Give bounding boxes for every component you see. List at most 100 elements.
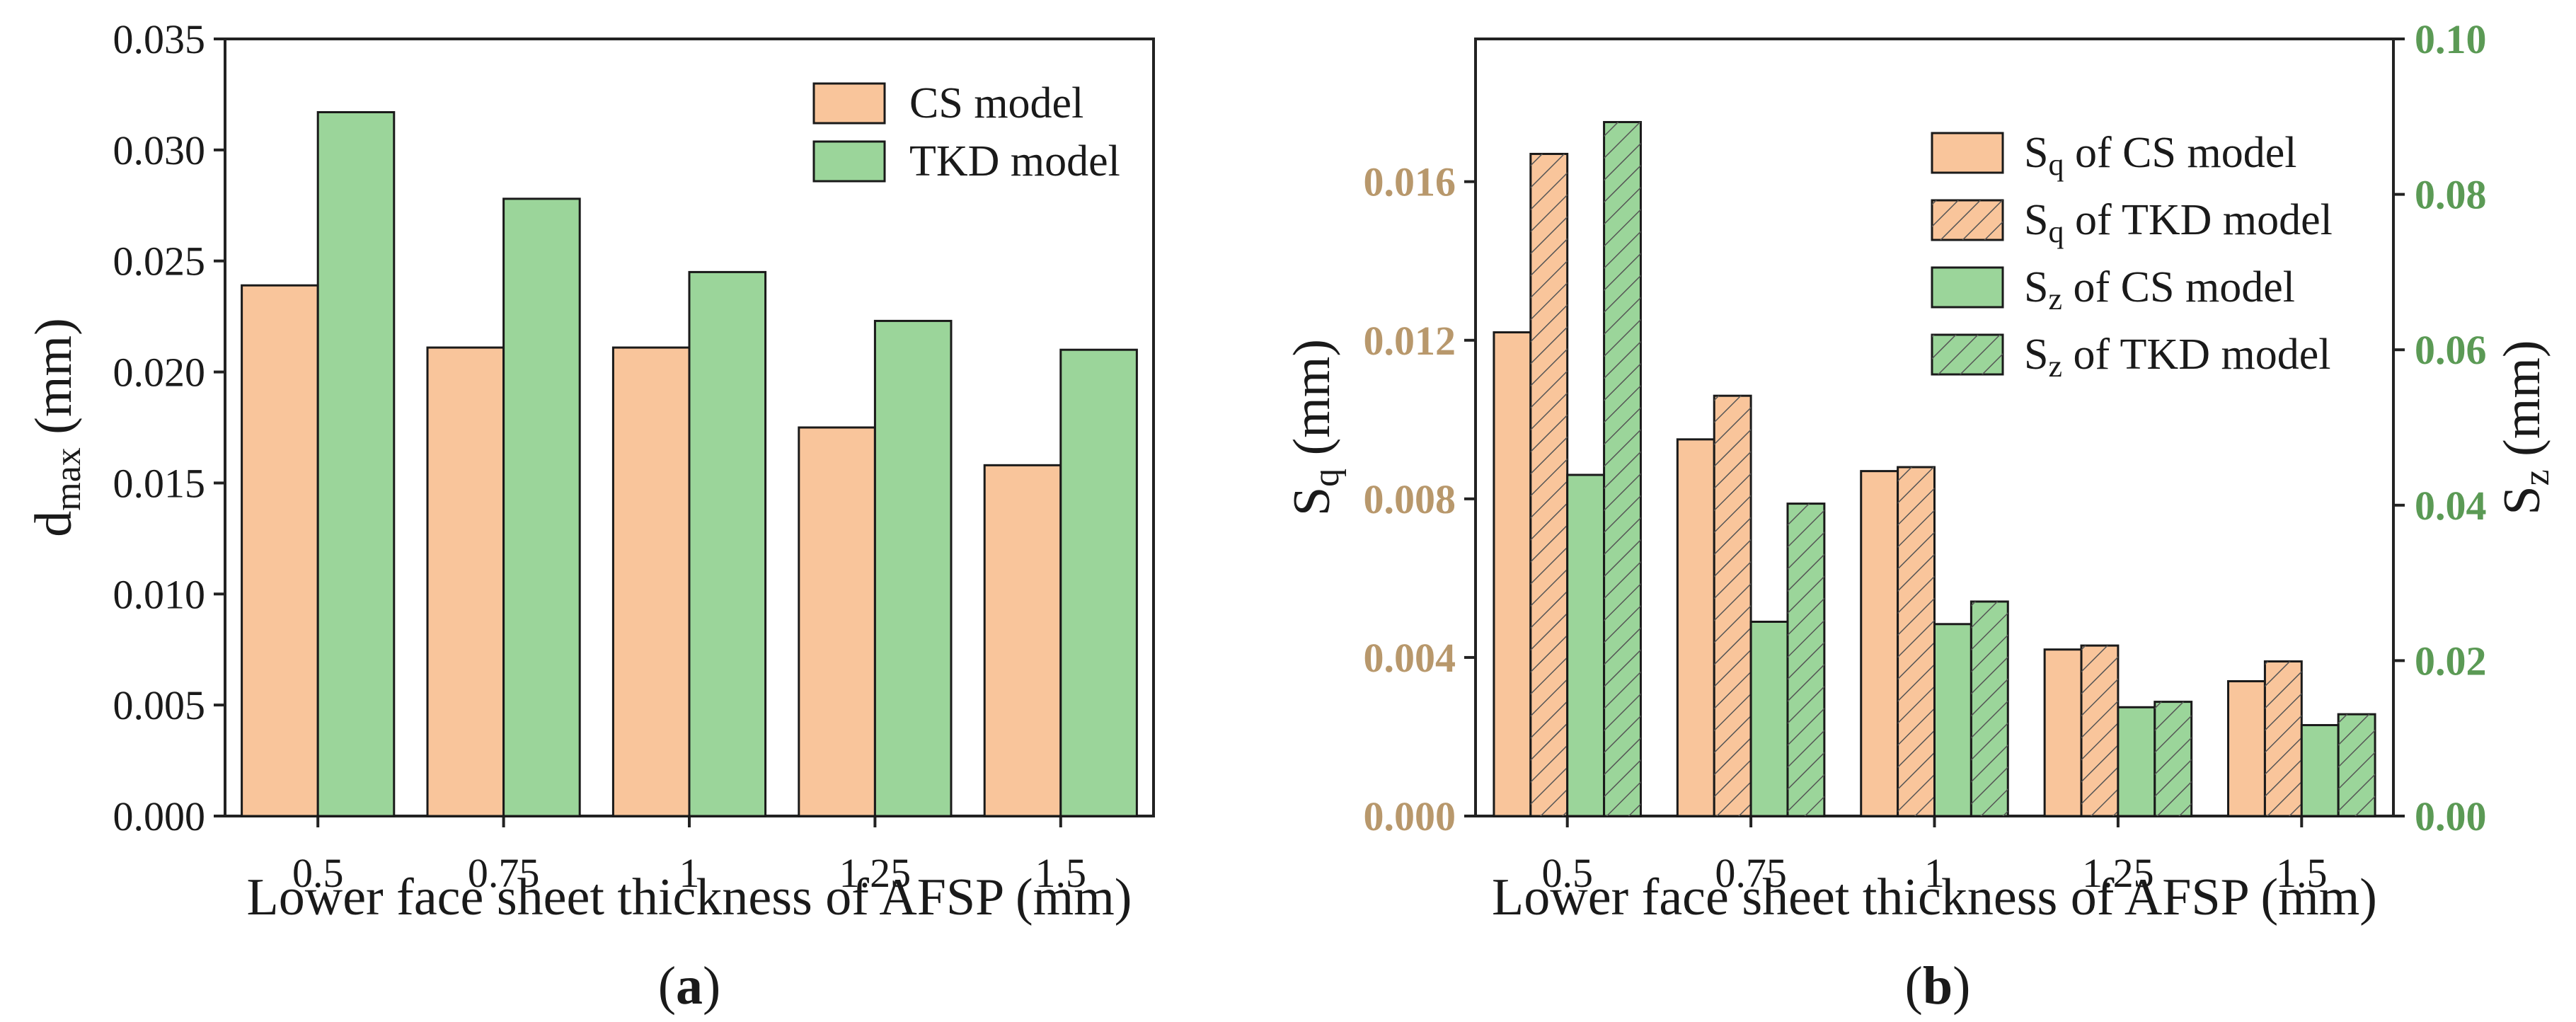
y-tick-label-right-b: 0.02 xyxy=(2415,638,2487,684)
bar-sz-cs-model xyxy=(2117,706,2156,817)
panel-label-a: (a) xyxy=(658,956,721,1016)
bar-sq-tkd-model-hatch xyxy=(2265,661,2302,816)
y-axis-title-left-b: Sq (mm) xyxy=(1283,339,1347,516)
legend-label-subscript: z xyxy=(2048,282,2062,316)
bar-cs-model xyxy=(798,426,876,817)
y-axis-title-base: d xyxy=(25,511,83,537)
legend-label-rest: of CS model xyxy=(2062,263,2295,311)
y-axis-title-base: S xyxy=(1283,487,1341,516)
x-tick-label-b: 0.5 xyxy=(1541,850,1593,896)
legend-swatch-b xyxy=(1931,266,2004,309)
bar-sq-tkd-model-hatch xyxy=(1897,467,1935,816)
y-tick-label-right-b: 0.04 xyxy=(2415,483,2487,529)
bar-tkd-model xyxy=(688,270,767,817)
x-axis-title-b: Lower face sheet thickness of AFSP (mm) xyxy=(1492,868,2377,926)
legend-label-subscript: q xyxy=(2048,214,2064,249)
panel-label-close: ) xyxy=(703,956,720,1016)
x-tick-label-b: 1.5 xyxy=(2276,850,2328,896)
legend-label-b: Sz of TKD model xyxy=(2024,331,2330,384)
panel-label-letter: a xyxy=(676,956,703,1016)
bar-sz-cs-model xyxy=(1933,623,1972,817)
bar-sq-tkd-model-hatch xyxy=(2081,645,2118,816)
y-tick-label-right-b: 0.10 xyxy=(2415,16,2487,62)
bar-tkd-model xyxy=(502,197,581,817)
bar-cs-model xyxy=(611,346,691,817)
y-axis-title-base: S xyxy=(2493,486,2551,515)
panel-label-open: ( xyxy=(658,956,676,1016)
x-axis-title-a: Lower face sheet thickness of AFSP (mm) xyxy=(247,868,1132,926)
panel-label-letter: b xyxy=(1923,956,1953,1016)
bar-cs-model xyxy=(426,346,505,817)
bar-sz-cs-model xyxy=(1749,621,1789,817)
y-axis-title-a: dmax (mm) xyxy=(25,318,88,536)
legend-label-base: S xyxy=(2024,331,2048,379)
y-tick-label-a: 0.030 xyxy=(113,127,206,173)
y-tick-label-a: 0.025 xyxy=(113,239,206,285)
bar-sz-tkd-model-hatch xyxy=(1604,122,1641,817)
bar-tkd-model xyxy=(873,319,953,817)
bar-sq-cs-model xyxy=(1676,438,1715,817)
bar-tkd-model xyxy=(316,111,396,817)
x-tick-label-a: 1.25 xyxy=(839,850,912,896)
panel-label-close: ) xyxy=(1953,956,1970,1016)
y-axis-title-subscript: q xyxy=(1306,469,1347,487)
y-tick-label-right-b: 0.00 xyxy=(2415,793,2487,839)
panel-label-b: (b) xyxy=(1905,956,1971,1016)
bar-sq-cs-model xyxy=(2043,648,2083,817)
y-axis-title-subscript: z xyxy=(2517,469,2557,486)
legend-label-rest: of TKD model xyxy=(2062,331,2330,379)
y-axis-title-unit: (mm) xyxy=(2493,340,2551,469)
y-tick-label-a: 0.000 xyxy=(113,793,206,839)
chart-panel-b: 0.5 0.75 1 1.25 1.5 0.000 0.004 0.008 0.012 0.016… xyxy=(1283,16,2557,1016)
bar-sq-cs-model xyxy=(2227,680,2266,817)
legend-label-base: S xyxy=(2024,263,2048,311)
legend-label-subscript: q xyxy=(2048,147,2064,182)
bar-sz-tkd-model-hatch xyxy=(2338,714,2376,816)
y-tick-label-left-b: 0.012 xyxy=(1364,318,1456,364)
y-tick-label-a: 0.010 xyxy=(113,571,206,617)
x-tick-label-a: 0.75 xyxy=(468,850,540,896)
legend-label-b: Sz of CS model xyxy=(2024,263,2295,316)
legend-swatch-hatch-b xyxy=(1932,200,2003,240)
y-tick-label-right-b: 0.06 xyxy=(2415,327,2487,373)
bar-sz-tkd-model-hatch xyxy=(1971,601,2008,816)
x-tick-label-b: 1 xyxy=(1924,850,1945,896)
y-axis-title-right-b: Sz (mm) xyxy=(2493,340,2557,515)
y-tick-label-left-b: 0.000 xyxy=(1364,793,1456,839)
bar-sz-cs-model xyxy=(2300,724,2340,817)
legend-label-a: CS model xyxy=(909,79,1083,127)
bar-sz-tkd-model-hatch xyxy=(2154,701,2192,816)
y-axis-title-unit: (mm) xyxy=(25,318,83,447)
legend-swatch-a xyxy=(812,82,886,125)
legend-label-a: TKD model xyxy=(909,137,1120,185)
legend-swatch-b xyxy=(1931,132,2004,174)
bar-sq-tkd-model-hatch xyxy=(1530,154,1568,817)
bar-tkd-model xyxy=(1059,348,1138,817)
y-tick-label-left-b: 0.008 xyxy=(1364,476,1456,522)
x-tick-label-b: 1.25 xyxy=(2082,850,2154,896)
legend-label-rest: of CS model xyxy=(2064,129,2296,177)
bar-sq-cs-model xyxy=(1493,331,1532,817)
legend-swatch-a xyxy=(812,140,886,183)
legend-label-base: S xyxy=(2024,129,2048,177)
x-tick-label-a: 1 xyxy=(679,850,700,896)
y-tick-label-right-b: 0.08 xyxy=(2415,172,2487,218)
y-tick-label-a: 0.005 xyxy=(113,682,206,728)
bar-cs-model xyxy=(241,284,319,817)
y-axis-title-unit: (mm) xyxy=(1283,339,1341,469)
bar-cs-model xyxy=(983,464,1062,817)
legend-label-b: Sq of CS model xyxy=(2024,129,2296,182)
legend-label-rest: of TKD model xyxy=(2064,196,2332,244)
bar-sq-tkd-model-hatch xyxy=(1714,396,1752,816)
chart-panel-a: 0.5 0.75 1 1.25 1.5 0.000 0.005 0.010 0.015 0.020… xyxy=(25,16,1155,1016)
bar-sz-tkd-model-hatch xyxy=(1787,503,1824,816)
y-tick-label-a: 0.020 xyxy=(113,350,206,396)
x-tick-label-a: 0.5 xyxy=(292,850,344,896)
panel-label-open: ( xyxy=(1905,956,1923,1016)
legend-label-subscript: z xyxy=(2048,349,2062,384)
x-tick-label-a: 1.5 xyxy=(1035,850,1087,896)
y-tick-label-left-b: 0.016 xyxy=(1364,159,1456,205)
legend-label-base: S xyxy=(2024,196,2048,244)
x-tick-label-b: 0.75 xyxy=(1715,850,1787,896)
